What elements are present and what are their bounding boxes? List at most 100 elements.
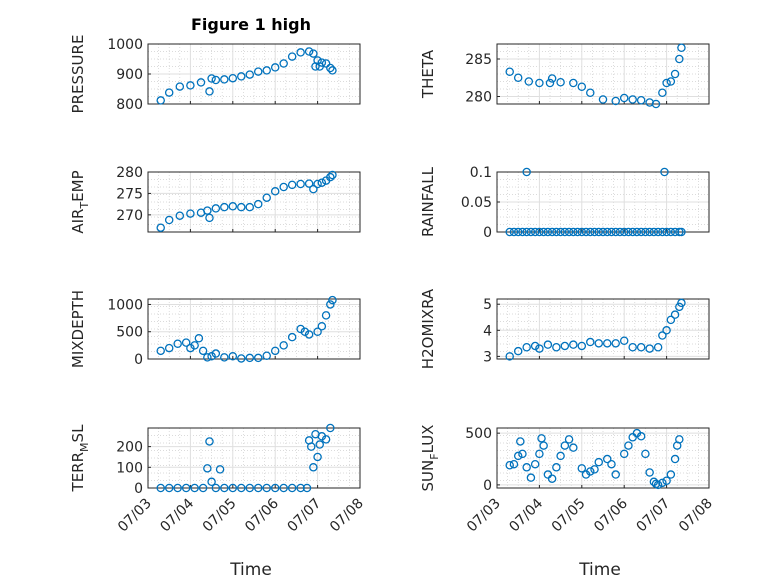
data-point: [326, 172, 335, 182]
data-point: [262, 193, 271, 202]
data-point: [317, 58, 327, 67]
x-tick-label: 07/03: [464, 496, 504, 536]
data-point: [309, 463, 318, 472]
data-point: [602, 454, 612, 464]
data-point: [237, 202, 246, 212]
data-point: [175, 82, 185, 91]
data-point: [577, 82, 587, 92]
data-point: [270, 187, 280, 196]
data-point: [586, 227, 595, 237]
data-point: [539, 227, 548, 237]
data-point: [624, 441, 633, 450]
data-point: [636, 96, 646, 105]
data-point: [328, 170, 337, 180]
y-tick-label: 275: [116, 186, 143, 202]
data-point: [666, 315, 676, 325]
data-point: [658, 227, 667, 237]
data-point: [513, 73, 523, 83]
data-point: [164, 483, 174, 493]
data-point: [205, 87, 214, 96]
figure-title: Figure 1 high: [191, 15, 311, 34]
data-point: [279, 182, 288, 192]
x-tick-label: 07/05: [549, 496, 589, 536]
data-point: [556, 451, 565, 461]
data-point: [526, 227, 536, 237]
data-point: [164, 215, 174, 225]
y-tick-label: 285: [465, 52, 492, 68]
data-point: [164, 88, 174, 97]
y-tick-label: 0: [483, 478, 492, 494]
data-point: [535, 227, 544, 237]
data-point: [190, 341, 199, 350]
y-tick-label: 4: [483, 323, 492, 339]
data-point: [526, 473, 536, 482]
axes-box: [147, 171, 361, 233]
data-point: [287, 483, 297, 493]
y-tick-label: 1000: [107, 37, 143, 53]
data-point: [560, 341, 570, 351]
data-point: [287, 52, 297, 61]
axes-box: [496, 298, 710, 360]
data-point: [607, 459, 616, 469]
axes-box: [147, 298, 361, 360]
data-point: [306, 442, 316, 451]
data-point: [636, 227, 646, 237]
data-point: [513, 346, 523, 356]
data-point: [270, 346, 280, 356]
data-point: [581, 227, 591, 237]
data-point: [296, 48, 305, 57]
data-point: [228, 483, 238, 493]
subplot-air-temp: 270 275 280 AIRTEMP: [69, 165, 361, 234]
data-point: [569, 340, 578, 349]
data-point: [577, 227, 587, 237]
data-point: [552, 227, 561, 237]
y-tick-label: 200: [116, 440, 143, 456]
subplot-rainfall: 0 0.05 0.1 RAINFALL: [419, 165, 710, 241]
data-point: [619, 227, 629, 237]
data-point: [594, 457, 604, 467]
data-point: [649, 227, 659, 237]
data-point: [670, 310, 680, 319]
data-point: [321, 59, 331, 68]
data-point: [205, 437, 214, 446]
data-point: [196, 78, 206, 87]
data-point: [513, 227, 523, 237]
data-point: [602, 227, 612, 237]
y-axis-label: H2OMIXRA: [419, 288, 437, 369]
data-point: [304, 179, 314, 188]
data-point: [304, 330, 314, 339]
data-point: [287, 180, 297, 190]
data-point: [207, 74, 216, 83]
data-point: [670, 69, 680, 79]
data-point: [518, 449, 527, 459]
x-tick-label: 07/04: [506, 495, 546, 535]
data-point: [156, 96, 165, 105]
data-point: [302, 483, 312, 493]
data-point: [653, 227, 663, 237]
data-point: [300, 327, 310, 336]
data-point: [636, 432, 646, 441]
data-point: [658, 331, 667, 340]
data-point: [245, 353, 255, 363]
subplot-sun-flux: 0 500 SUNFLUX 07/03 07/04 07/05 07/06 07/07 07/0…: [419, 425, 716, 580]
data-point: [677, 43, 686, 53]
data-point: [505, 460, 514, 470]
data-point: [660, 167, 669, 177]
x-tick-label: 07/07: [634, 496, 674, 536]
y-tick-label: 1000: [107, 297, 143, 313]
data-point: [641, 227, 650, 237]
data-point: [677, 298, 686, 308]
data-point: [522, 167, 531, 177]
data-point: [586, 467, 595, 476]
data-point: [253, 353, 263, 363]
data-point: [619, 93, 629, 103]
data-point: [317, 322, 327, 331]
y-tick-label: 0.1: [470, 165, 492, 181]
data-point: [632, 227, 642, 237]
x-tick-label: 07/06: [242, 495, 282, 535]
data-point: [598, 227, 608, 237]
data-point: [658, 478, 667, 488]
data-point: [547, 474, 557, 483]
data-point: [186, 343, 195, 353]
